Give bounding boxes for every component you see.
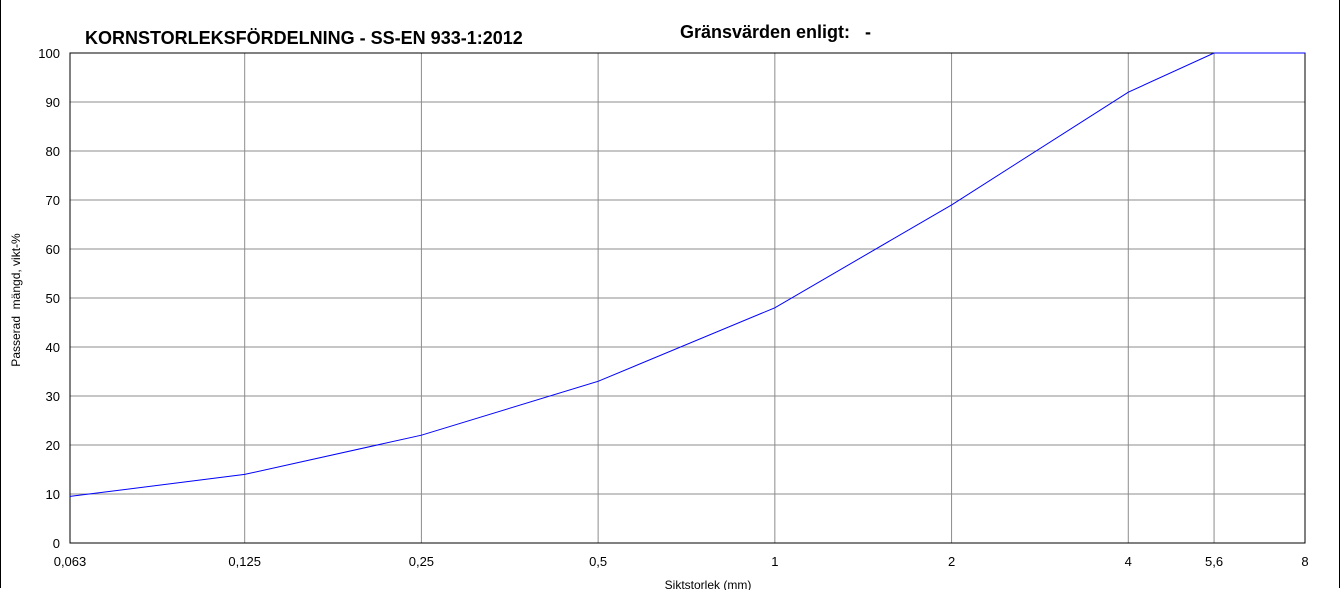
y-tick-label: 0: [53, 536, 60, 551]
y-tick-label: 20: [46, 438, 60, 453]
x-tick-label: 8: [1301, 554, 1308, 569]
x-tick-label: 4: [1125, 554, 1132, 569]
y-tick-label: 100: [38, 46, 60, 61]
x-tick-label: 5,6: [1205, 554, 1223, 569]
x-tick-label: 1: [771, 554, 778, 569]
y-tick-label: 10: [46, 487, 60, 502]
y-tick-label: 80: [46, 144, 60, 159]
plot-area: [69, 52, 1306, 544]
series-line: [69, 52, 1305, 497]
x-tick-label: 0,063: [54, 554, 87, 569]
x-axis-label: Siktstorlek (mm): [665, 578, 752, 590]
y-tick-label: 90: [46, 95, 60, 110]
y-axis: 0 10 20 30 40 50 60 70 80 90 100: [38, 46, 60, 551]
x-tick-label: 2: [948, 554, 955, 569]
y-axis-label: Passerad mängd, vikt-%: [9, 233, 23, 367]
chart-subtitle: Gränsvärden enligt: -: [680, 22, 871, 42]
x-axis: 0,063 0,125 0,25 0,5 1 2 4 5,6 8: [54, 554, 1309, 569]
y-tick-label: 50: [46, 291, 60, 306]
x-tick-label: 0,5: [589, 554, 607, 569]
x-tick-label: 0,125: [228, 554, 261, 569]
series-group: [69, 52, 1305, 497]
grid: [69, 52, 1306, 544]
y-tick-label: 60: [46, 242, 60, 257]
y-tick-label: 40: [46, 340, 60, 355]
y-tick-label: 30: [46, 389, 60, 404]
chart-title: KORNSTORLEKSFÖRDELNING - SS-EN 933-1:201…: [85, 28, 523, 48]
x-tick-label: 0,25: [409, 554, 434, 569]
y-tick-label: 70: [46, 193, 60, 208]
